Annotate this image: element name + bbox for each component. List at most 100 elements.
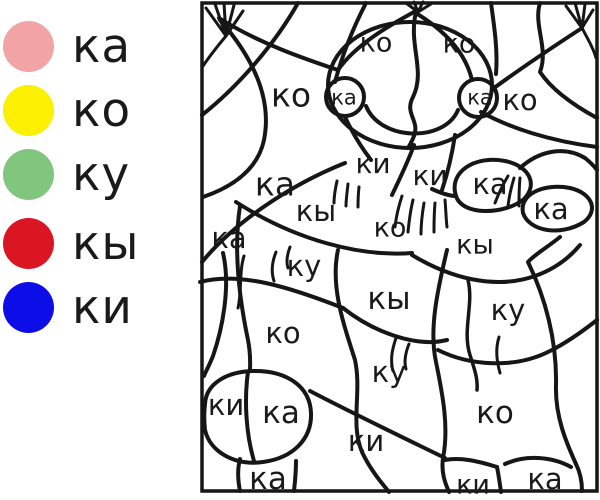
syllable-label-ко: ко (360, 27, 393, 58)
dress-fold-ticks-center (390, 336, 411, 373)
syllable-label-ку: ку (287, 249, 322, 283)
right-bow-stem (580, 26, 598, 60)
legend-label-ky: кы (72, 216, 140, 271)
syllable-label-ка: ка (527, 462, 562, 496)
region-line-skirt-right (436, 318, 599, 366)
dress-fold-right (465, 278, 479, 392)
hair-part-left (336, 10, 416, 72)
legend-row-ku: ку (3, 149, 196, 200)
color-swatch-blue (3, 282, 54, 333)
color-swatch-red (3, 218, 54, 269)
right-bow-icon (564, 1, 595, 30)
figure-lines (198, 0, 599, 494)
legend-label-ko: ко (72, 83, 132, 138)
dress-fold-ticks-left (270, 245, 292, 283)
region-line-left-edge (202, 251, 229, 378)
syllable-label-ко: ко (443, 28, 476, 59)
syllable-label-ко: ко (271, 76, 311, 115)
region-line-skirt-mid (341, 306, 449, 344)
region-line-right-neck (440, 133, 457, 192)
region-line-left-neck (343, 115, 373, 162)
legend-label-ka: ка (72, 19, 132, 74)
left-bow-stem (201, 34, 228, 68)
syllable-label-ки: ки (355, 147, 390, 180)
left-shoe-left (236, 457, 242, 493)
syllable-label-ко: ко (265, 316, 300, 350)
region-line-leg-inner (431, 248, 451, 494)
region-line-hub-to-ear (217, 16, 340, 72)
legend-row-ki: ки (3, 282, 196, 333)
region-line-hub-to-right-ear (492, 26, 584, 90)
syllable-label-ка: ка (467, 85, 493, 109)
syllable-label-кы: кы (456, 229, 494, 260)
syllable-label-ка: ка (211, 221, 246, 255)
drawing-border (200, 1, 599, 493)
right-ear (457, 77, 499, 119)
region-line-topleft-diagonal (200, 1, 300, 117)
syllable-label-ка: ка (533, 192, 568, 226)
syllable-label-ки: ки (348, 424, 384, 458)
syllable-label-ка: ка (331, 85, 357, 109)
syllable-label-ко: ко (374, 212, 407, 243)
region-line-below-right-ko (479, 110, 599, 149)
face-features (375, 80, 448, 91)
region-line-underarm (410, 243, 582, 284)
dress-fold-right-small (495, 335, 502, 375)
left-eye (375, 80, 386, 91)
syllable-label-ко: ко (502, 83, 537, 117)
syllable-label-ка: ка (249, 461, 287, 497)
smile (364, 104, 460, 136)
region-line-body-left (235, 204, 253, 373)
syllable-label-кы: кы (367, 281, 410, 317)
region-line-bodice-bottom (234, 200, 414, 256)
region-line-skirt-center (333, 248, 391, 494)
region-line-above-arm (518, 149, 599, 172)
dress-fold-left (236, 254, 246, 310)
syllable-label-ку: ку (491, 293, 526, 327)
syllable-label-ка: ка (472, 167, 507, 201)
hair-part-right (412, 10, 474, 82)
right-shoe-top (503, 455, 573, 469)
region-line-hairband-right (489, 1, 499, 76)
region-line-hairband-left (333, 1, 368, 84)
region-line-chin (390, 143, 416, 197)
legend-row-ka: ка (3, 21, 196, 72)
syllable-label-ки: ки (208, 388, 244, 422)
center-fingers (393, 194, 449, 236)
syllable-label-ку: ку (372, 355, 407, 389)
color-swatch-yellow (3, 85, 54, 136)
color-swatch-pink (3, 21, 54, 72)
syllable-label-ко: ко (476, 395, 514, 431)
syllable-label-ка: ка (255, 165, 295, 204)
color-swatch-green (3, 149, 54, 200)
region-line-hem-diagonal (308, 389, 447, 460)
right-shoe-left (495, 465, 503, 494)
region-line-shoulder-left (200, 161, 347, 264)
region-line-hem-right (443, 456, 499, 469)
left-shoe-right (292, 459, 298, 493)
syllable-label-ки: ки (412, 159, 447, 192)
top-hair-tuft (404, 0, 433, 14)
region-line-dress-right (526, 235, 578, 466)
region-line-right-pigtail (536, 1, 599, 120)
color-legend: ка ко ку кы ки (0, 0, 196, 346)
region-line-waist-left (198, 276, 345, 310)
region-line-left-pigtail (201, 18, 268, 199)
right-eye (437, 80, 448, 91)
left-foot-divider (244, 370, 256, 463)
syllable-label-кы: кы (296, 194, 336, 228)
legend-row-ko: ко (3, 85, 196, 136)
left-fingers (332, 179, 361, 209)
region-line-neck-to-arm (430, 187, 458, 198)
legend-label-ki: ки (72, 280, 133, 335)
nose-line (406, 10, 420, 150)
right-arm-oval (520, 184, 594, 233)
right-hand-oval (452, 157, 533, 213)
legend-label-ku: ку (72, 147, 131, 202)
syllable-label-ки: ки (456, 469, 490, 500)
syllable-label-ка: ка (262, 395, 300, 431)
legend-row-ky: кы (3, 218, 196, 269)
